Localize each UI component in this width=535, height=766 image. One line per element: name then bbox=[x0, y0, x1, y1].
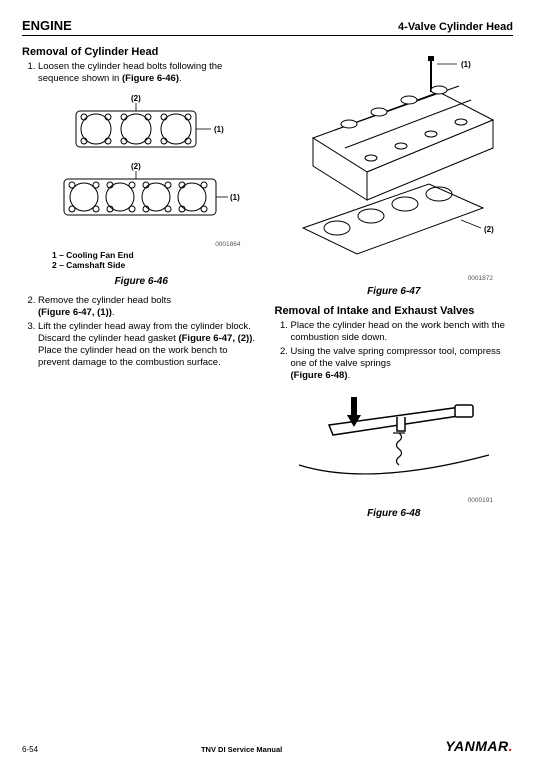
figure-6-47: (1) bbox=[275, 50, 514, 282]
left-column: Removal of Cylinder Head Loosen the cyli… bbox=[22, 46, 261, 527]
figure-6-46-imgnum: 0001864 bbox=[215, 241, 240, 248]
figure-6-48-svg bbox=[289, 387, 499, 497]
removal-head-list-2: Remove the cylinder head bolts (Figure 6… bbox=[22, 295, 261, 368]
svg-text:(2): (2) bbox=[131, 162, 141, 171]
brand-logo: YANMAR. bbox=[445, 738, 513, 754]
footer-manual-name: TNV DI Service Manual bbox=[201, 745, 282, 754]
header-section: ENGINE bbox=[22, 18, 72, 33]
figure-6-47-imgnum: 0001872 bbox=[468, 275, 493, 282]
svg-text:(2): (2) bbox=[484, 225, 494, 234]
figure-6-47-caption: Figure 6-47 bbox=[275, 286, 514, 297]
figure-6-46: (2) (1) (2) bbox=[22, 91, 261, 272]
figure-6-46-legend: 1 – Cooling Fan End 2 – Camshaft Side bbox=[52, 250, 134, 270]
figure-6-47-svg: (1) bbox=[279, 50, 509, 275]
valves-step-2: Using the valve spring compressor tool, … bbox=[291, 346, 514, 382]
page-footer: 6-54 TNV DI Service Manual YANMAR. bbox=[22, 738, 513, 754]
svg-text:(1): (1) bbox=[230, 193, 240, 202]
figure-6-46-svg: (2) (1) (2) bbox=[36, 91, 246, 241]
step-2: Remove the cylinder head bolts (Figure 6… bbox=[38, 295, 261, 319]
section-title-removal-head: Removal of Cylinder Head bbox=[22, 46, 261, 58]
step-1: Loosen the cylinder head bolts following… bbox=[38, 61, 261, 85]
svg-text:(2): (2) bbox=[131, 94, 141, 103]
header-subsection: 4-Valve Cylinder Head bbox=[398, 21, 513, 33]
figure-6-46-caption: Figure 6-46 bbox=[22, 276, 261, 287]
figure-6-48-caption: Figure 6-48 bbox=[275, 508, 514, 519]
svg-text:(1): (1) bbox=[461, 60, 471, 69]
page-number: 6-54 bbox=[22, 745, 38, 754]
figure-6-48-imgnum: 0000191 bbox=[468, 497, 493, 504]
figure-6-48: 0000191 bbox=[275, 387, 514, 504]
section-title-removal-valves: Removal of Intake and Exhaust Valves bbox=[275, 305, 514, 317]
svg-text:(1): (1) bbox=[214, 125, 224, 134]
right-column: (1) bbox=[275, 46, 514, 527]
content-columns: Removal of Cylinder Head Loosen the cyli… bbox=[22, 46, 513, 527]
removal-valves-list: Place the cylinder head on the work benc… bbox=[275, 320, 514, 381]
removal-head-list-1: Loosen the cylinder head bolts following… bbox=[22, 61, 261, 85]
valves-step-1: Place the cylinder head on the work benc… bbox=[291, 320, 514, 344]
page-header: ENGINE 4-Valve Cylinder Head bbox=[22, 18, 513, 36]
step-3: Lift the cylinder head away from the cyl… bbox=[38, 321, 261, 369]
